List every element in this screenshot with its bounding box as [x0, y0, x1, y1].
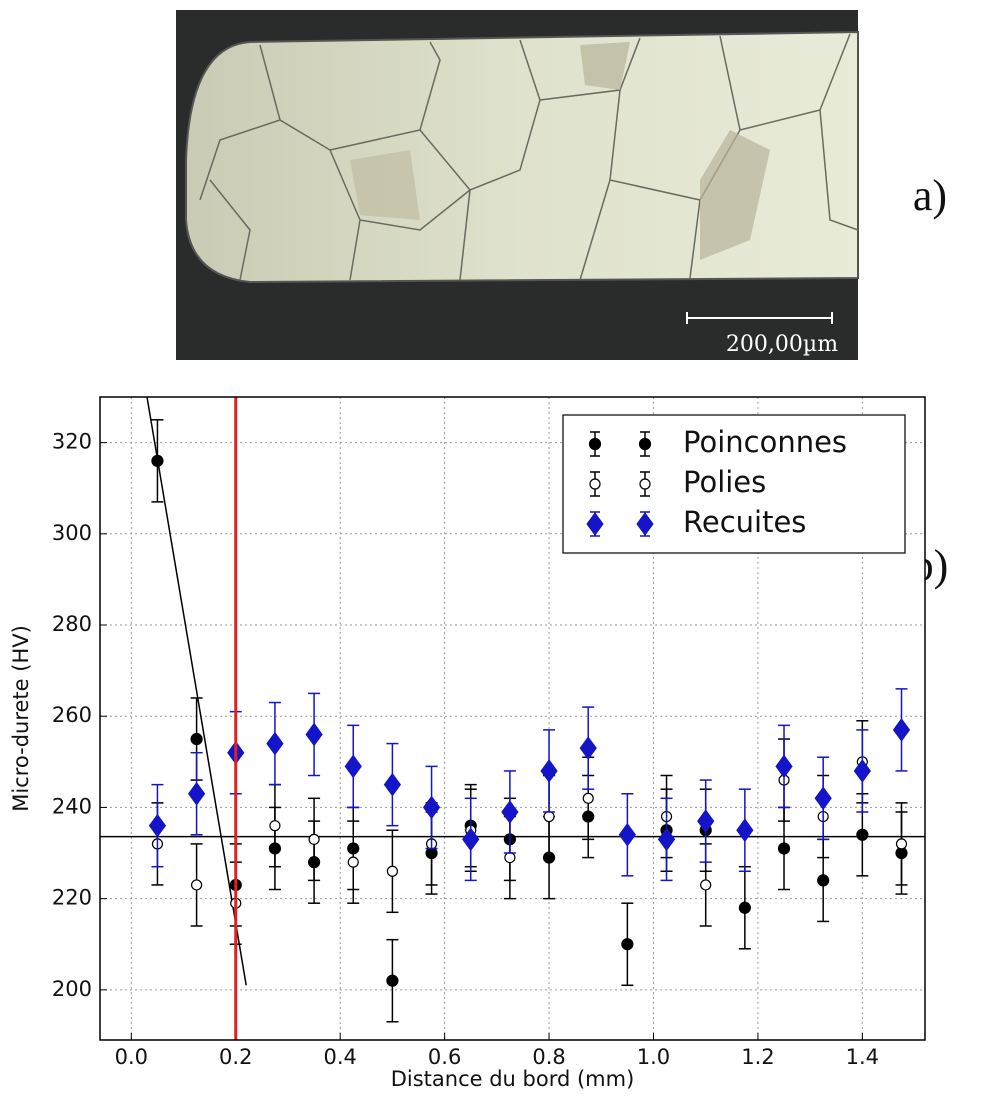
plot-frame [99, 396, 926, 1041]
marker [308, 833, 320, 845]
micrograph: 200,00µm [176, 10, 859, 360]
marker [736, 818, 754, 843]
legend-frame [562, 414, 906, 554]
x-tick-label: 0.8 [532, 1045, 565, 1069]
legend-marker [589, 478, 601, 490]
marker [579, 736, 597, 760]
plot-content [100, 397, 925, 1040]
marker [266, 731, 284, 756]
marker [383, 772, 402, 797]
fit-line [146, 397, 247, 986]
y-tick-label: 280 [52, 612, 92, 636]
x-axis-label: Distance du bord (mm) [391, 1067, 635, 1091]
legend-marker [636, 512, 654, 536]
marker [738, 901, 751, 914]
legend-marker [586, 512, 604, 536]
marker [853, 759, 871, 783]
marker [895, 838, 908, 850]
marker [151, 454, 164, 467]
marker [814, 786, 832, 811]
marker [582, 792, 594, 804]
marker [347, 856, 359, 868]
marker [462, 827, 480, 852]
y-tick-label: 320 [52, 430, 92, 454]
panel-label: a) [913, 171, 947, 220]
marker [697, 809, 715, 833]
marker [305, 722, 323, 747]
x-tick-label: 1.4 [846, 1045, 879, 1069]
x-tick-label: 1.2 [741, 1045, 774, 1069]
y-tick-label: 220 [52, 886, 92, 910]
legend-label: Recuites [683, 505, 806, 539]
y-tick-label: 200 [52, 977, 92, 1001]
marker [892, 718, 911, 742]
marker [190, 879, 203, 891]
marker [269, 820, 281, 832]
grain [700, 130, 770, 260]
marker [504, 851, 516, 864]
legend-marker [638, 437, 652, 451]
marker [190, 732, 203, 746]
marker [344, 754, 362, 779]
marker [187, 781, 206, 806]
marker [618, 822, 636, 847]
y-tick-label: 240 [52, 794, 92, 818]
x-tick-label: 1.0 [637, 1045, 670, 1069]
x-tick-label: 0.6 [428, 1045, 461, 1069]
x-tick-label: 0.4 [323, 1045, 356, 1069]
grain [580, 42, 630, 90]
marker [621, 938, 634, 951]
legend-marker [639, 478, 651, 490]
y-tick-label: 260 [52, 703, 92, 727]
y-tick-label: 300 [52, 521, 92, 545]
x-tick-label: 0.0 [115, 1045, 148, 1069]
marker [817, 874, 830, 887]
marker [540, 759, 558, 783]
marker [386, 865, 399, 877]
legend-label: Poinconnes [683, 425, 847, 459]
y-axis-label: Micro-durete (HV) [9, 625, 33, 812]
marker [543, 810, 555, 823]
legend-label: Polies [683, 465, 766, 499]
marker [422, 795, 441, 820]
grain [350, 150, 420, 220]
marker [700, 879, 712, 891]
marker [777, 842, 791, 855]
metal-sheet [185, 30, 859, 284]
marker [501, 800, 519, 824]
marker [856, 828, 869, 841]
marker [657, 827, 676, 852]
scale-bar-label: 200,00µm [726, 332, 838, 357]
legend-marker [588, 437, 602, 451]
marker [148, 813, 167, 838]
marker [386, 974, 399, 987]
marker [775, 754, 793, 779]
x-tick-label: 0.2 [219, 1045, 252, 1069]
legend: Poinconnes Polies Recuites [562, 414, 906, 554]
